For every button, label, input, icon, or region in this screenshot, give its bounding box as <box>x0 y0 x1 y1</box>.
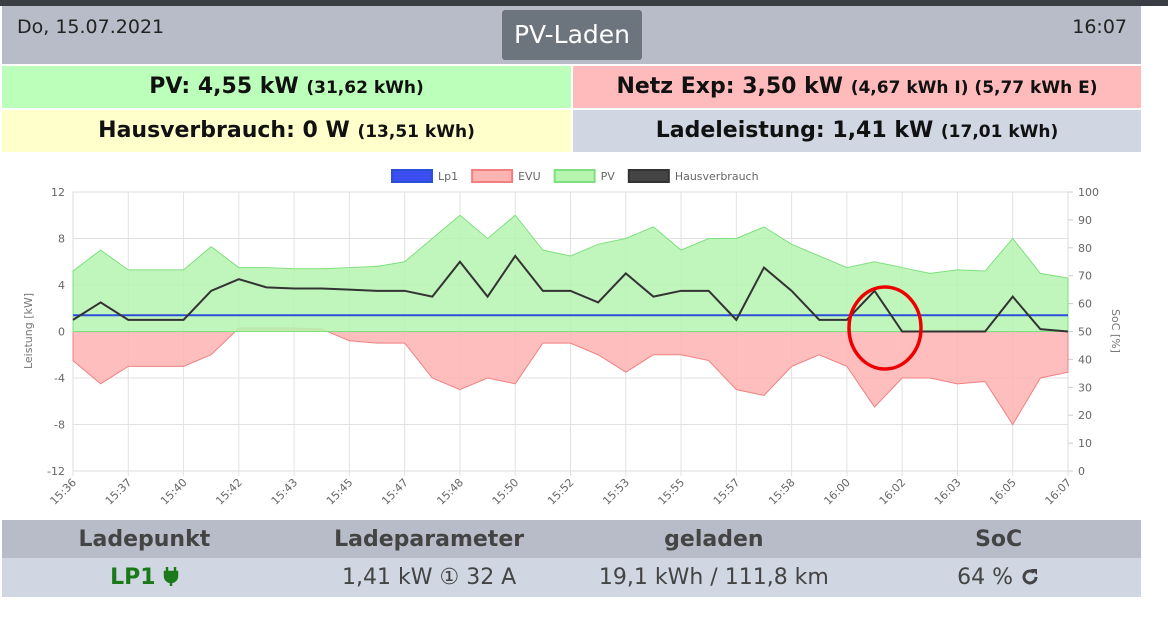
charge-tile: Ladeleistung: 1,41 kW (17,01 kWh) <box>573 110 1141 152</box>
soc-value: 64 % <box>957 565 1014 590</box>
house-tile: Hausverbrauch: 0 W (13,51 kWh) <box>2 110 571 152</box>
x-tick-label: 15:53 <box>600 476 632 508</box>
legend-swatch <box>553 169 596 183</box>
tile-detail: (17,01 kWh) <box>940 122 1059 142</box>
y2-tick-label: 90 <box>1078 214 1092 227</box>
header-cell: SoC <box>975 526 1023 552</box>
cell: 19,1 kWh / 111,8 km <box>598 565 829 590</box>
y2-tick-label: 40 <box>1078 353 1092 366</box>
cell[interactable]: 64 % <box>856 565 1141 590</box>
top-strip <box>0 0 1168 6</box>
tile-detail: (31,62 kWh) <box>306 78 424 98</box>
refresh-icon[interactable] <box>1020 567 1040 587</box>
x-tick-label: 15:47 <box>379 476 411 508</box>
y2-tick-label: 0 <box>1078 465 1085 478</box>
tile-label: Netz Exp: 3,50 kW <box>616 74 844 99</box>
header-cell: Ladeparameter <box>334 526 525 552</box>
legend-label: Lp1 <box>438 170 458 183</box>
x-tick-label: 15:50 <box>490 476 522 508</box>
x-tick-label: 15:58 <box>766 476 798 508</box>
x-tick-label: 15:42 <box>213 476 245 508</box>
x-tick-label: 15:52 <box>545 476 577 508</box>
legend-label: EVU <box>518 170 541 183</box>
cell: 1,41 kW ① 32 A <box>342 565 517 590</box>
y2-tick-label: 60 <box>1078 298 1092 311</box>
x-tick-label: 16:07 <box>1043 476 1075 508</box>
tile-label: Ladeleistung: 1,41 kW <box>655 118 934 143</box>
table-row: LP1 1,41 kW ① 32 A 19,1 kWh / 111,8 km 6… <box>2 558 1141 597</box>
x-tick-label: 16:03 <box>932 476 964 508</box>
x-tick-label: 15:45 <box>324 476 356 508</box>
y-tick-label: -12 <box>47 465 65 478</box>
y2-tick-label: 70 <box>1078 270 1092 283</box>
x-tick-label: 15:37 <box>103 476 135 508</box>
tile-label: Hausverbrauch: 0 W <box>98 118 350 143</box>
legend-label: PV <box>601 170 616 183</box>
cell: LP1 <box>2 565 287 590</box>
y-axis-label: Leistung [kW] <box>22 293 35 369</box>
x-tick-label: 15:40 <box>158 476 190 508</box>
y-tick-label: -8 <box>54 419 65 432</box>
x-tick-label: 15:36 <box>48 476 80 508</box>
x-tick-label: 16:02 <box>877 476 909 508</box>
y-tick-label: 8 <box>58 233 65 246</box>
tile-detail: (13,51 kWh) <box>357 122 475 142</box>
legend-label: Hausverbrauch <box>675 170 759 183</box>
header-cell: geladen <box>664 526 764 552</box>
plug-icon <box>163 567 178 586</box>
y2-tick-label: 50 <box>1078 326 1092 339</box>
area <box>72 214 1069 332</box>
x-tick-label: 15:48 <box>434 476 466 508</box>
table-header: Ladepunkt Ladeparameter geladen SoC <box>2 520 1141 558</box>
x-tick-label: 15:57 <box>711 476 743 508</box>
lp-name: LP1 <box>110 565 156 590</box>
grid-tile: Netz Exp: 3,50 kW (4,67 kWh I) (5,77 kWh… <box>573 66 1141 108</box>
date: Do, 15.07.2021 <box>17 16 165 38</box>
y-tick-label: 0 <box>58 326 65 339</box>
time: 16:07 <box>1072 16 1127 38</box>
legend-swatch <box>627 169 670 183</box>
y-tick-label: 12 <box>51 186 65 199</box>
x-tick-label: 16:00 <box>821 476 853 508</box>
charge-table: Ladepunkt Ladeparameter geladen SoC LP1 … <box>2 520 1141 597</box>
chart: Leistung [kW] SoC [%] -12 -8 -4 0 4 8 12 0 10 20 3… <box>22 169 1122 508</box>
x-tick-label: 15:43 <box>269 476 301 508</box>
y-tick-label: 4 <box>58 279 65 292</box>
legend-swatch <box>471 169 514 183</box>
x-tick-label: 16:05 <box>987 476 1019 508</box>
tile-label: PV: 4,55 kW <box>149 74 299 99</box>
legend-swatch <box>391 169 433 183</box>
y2-axis-label: SoC [%] <box>1109 309 1122 353</box>
y2-tick-label: 100 <box>1078 186 1099 199</box>
tile-detail: (4,67 kWh I) (5,77 kWh E) <box>850 78 1098 98</box>
y2-tick-label: 30 <box>1078 381 1092 394</box>
x-tick-label: 15:55 <box>656 476 688 508</box>
y2-tick-label: 80 <box>1078 242 1092 255</box>
y2-tick-label: 20 <box>1078 409 1092 422</box>
header-cell: Ladepunkt <box>78 526 211 552</box>
mode-button[interactable]: PV-Laden <box>502 10 642 60</box>
y2-tick-label: 10 <box>1078 437 1092 450</box>
pv-tile: PV: 4,55 kW (31,62 kWh) <box>2 66 571 108</box>
y-tick-label: -4 <box>54 372 65 385</box>
header: Do, 15.07.2021 PV-Laden 16:07 <box>2 6 1141 64</box>
